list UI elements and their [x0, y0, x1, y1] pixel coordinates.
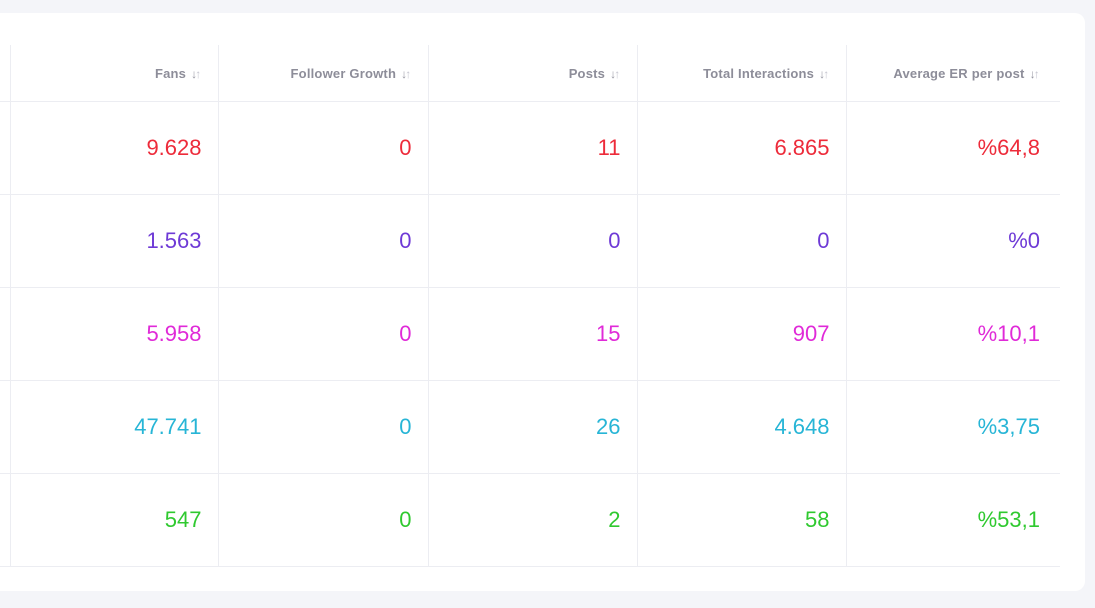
fans-value: 9.628 [9, 101, 218, 195]
table-row: 1.563 0 0 0 %0 [0, 194, 1060, 288]
fans-value: 547 [9, 473, 218, 567]
profile-column-stub [0, 45, 10, 102]
column-header-total-interactions[interactable]: Total Interactions ↓↑ [636, 45, 846, 102]
sort-icon: ↓↑ [819, 66, 830, 81]
table-wrapper: Fans ↓↑ Follower Growth ↓↑ Posts ↓↑ Total I… [0, 13, 1085, 567]
average-er-value: %10,1 [845, 287, 1060, 381]
posts-value: 2 [427, 473, 637, 567]
column-label: Total Interactions [703, 65, 815, 81]
total-interactions-value: 58 [636, 473, 846, 567]
competitors-table: Fans ↓↑ Follower Growth ↓↑ Posts ↓↑ Total I… [0, 45, 1060, 567]
table-header-row: Fans ↓↑ Follower Growth ↓↑ Posts ↓↑ Total I… [0, 45, 1060, 102]
follower-growth-value: 0 [217, 380, 428, 474]
posts-value: 15 [427, 287, 637, 381]
total-interactions-value: 0 [636, 194, 846, 288]
sort-icon: ↓↑ [610, 66, 621, 81]
fans-value: 5.958 [9, 287, 218, 381]
column-header-average-er[interactable]: Average ER per post ↓↑ [845, 45, 1060, 102]
sort-icon: ↓↑ [401, 66, 412, 81]
posts-value: 0 [427, 194, 637, 288]
sort-icon: ↓↑ [191, 66, 202, 81]
follower-growth-value: 0 [217, 287, 428, 381]
profile-cell-stub [0, 287, 10, 381]
table-row: 547 0 2 58 %53,1 [0, 473, 1060, 567]
total-interactions-value: 6.865 [636, 101, 846, 195]
column-label: Average ER per post [893, 65, 1025, 81]
sort-icon: ↓↑ [1029, 66, 1040, 81]
column-header-posts[interactable]: Posts ↓↑ [427, 45, 637, 102]
average-er-value: %3,75 [845, 380, 1060, 474]
posts-value: 11 [427, 101, 637, 195]
profile-cell-stub [0, 194, 10, 288]
average-er-value: %53,1 [845, 473, 1060, 567]
table-row: 9.628 0 11 6.865 %64,8 [0, 101, 1060, 195]
total-interactions-value: 907 [636, 287, 846, 381]
follower-growth-value: 0 [217, 101, 428, 195]
column-header-follower-growth[interactable]: Follower Growth ↓↑ [217, 45, 428, 102]
column-label: Posts [568, 65, 606, 81]
competitors-table-card: Fans ↓↑ Follower Growth ↓↑ Posts ↓↑ Total I… [0, 13, 1085, 591]
fans-value: 47.741 [9, 380, 218, 474]
column-header-fans[interactable]: Fans ↓↑ [9, 45, 218, 102]
table-row: 47.741 0 26 4.648 %3,75 [0, 380, 1060, 474]
profile-cell-stub [0, 101, 10, 195]
column-label: Fans [154, 65, 187, 81]
follower-growth-value: 0 [217, 194, 428, 288]
profile-cell-stub [0, 380, 10, 474]
follower-growth-value: 0 [217, 473, 428, 567]
average-er-value: %0 [845, 194, 1060, 288]
average-er-value: %64,8 [845, 101, 1060, 195]
posts-value: 26 [427, 380, 637, 474]
fans-value: 1.563 [9, 194, 218, 288]
column-label: Follower Growth [290, 65, 397, 81]
profile-cell-stub [0, 473, 10, 567]
table-row: 5.958 0 15 907 %10,1 [0, 287, 1060, 381]
total-interactions-value: 4.648 [636, 380, 846, 474]
